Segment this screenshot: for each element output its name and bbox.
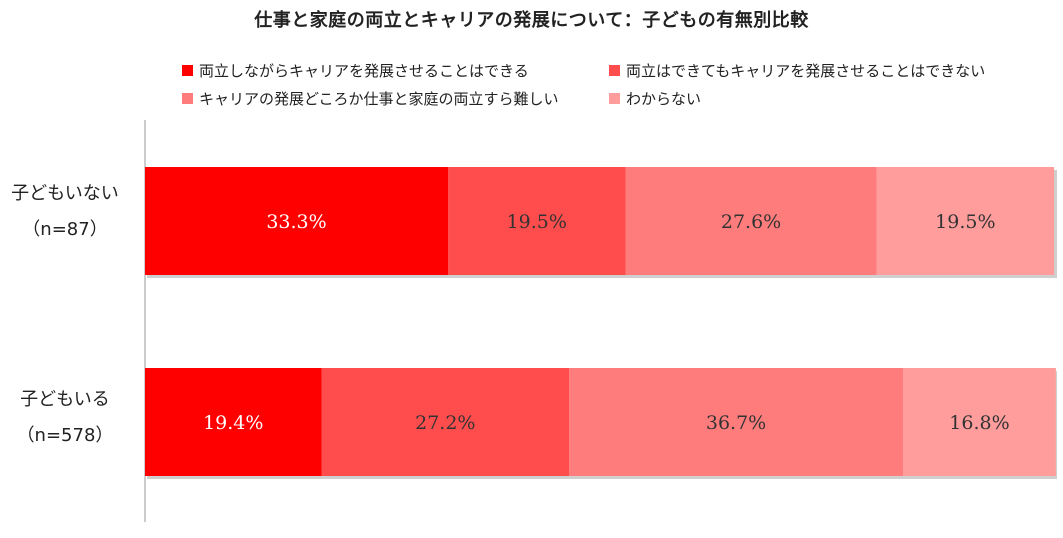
bar-segment-2-4 <box>903 368 1056 476</box>
data-label-2-1: 19.4% <box>203 412 263 434</box>
legend-item-4: わからない <box>609 88 701 109</box>
category-label-no-children-name: 子どもいない <box>11 183 119 204</box>
category-label-with-children-n: （n=578） <box>16 425 114 446</box>
bar-segment-1-1 <box>145 167 449 275</box>
category-label-with-children-name: 子どもいる <box>20 389 110 410</box>
legend-item-1: 両立しながらキャリアを発展させることはできる <box>182 60 529 81</box>
category-label-no-children-n: （n=87） <box>22 219 108 240</box>
bar-segment-2-1 <box>145 368 322 476</box>
legend-swatch-1 <box>182 65 193 76</box>
bar-segment-1-3 <box>625 167 877 275</box>
data-label-2-4: 16.8% <box>949 412 1009 434</box>
bar-segment-2-2 <box>321 368 570 476</box>
bar-segment-1-2 <box>448 167 626 275</box>
data-label-2-3: 36.7% <box>706 412 766 434</box>
data-label-1-3: 27.6% <box>721 211 781 233</box>
legend-item-2: 両立はできてもキャリアを発展させることはできない <box>609 60 985 81</box>
legend-swatch-4 <box>609 93 620 104</box>
chart-title: 仕事と家庭の両立とキャリアの発展について：子どもの有無別比較 <box>254 10 809 31</box>
legend-swatch-2 <box>609 65 620 76</box>
data-label-1-1: 33.3% <box>266 211 326 233</box>
legend-label-3: キャリアの発展どころか仕事と家庭の両立すら難しい <box>199 90 559 108</box>
legend-swatch-3 <box>182 93 193 104</box>
category-label-no-children: 子どもいない （n=87） <box>0 176 130 248</box>
bar-segment-1-4 <box>876 167 1055 275</box>
data-label-1-2: 19.5% <box>507 211 567 233</box>
legend-label-2: 両立はできてもキャリアを発展させることはできない <box>626 62 986 80</box>
category-label-with-children: 子どもいる （n=578） <box>0 382 130 454</box>
bar-segment-2-3 <box>569 368 904 476</box>
legend-label-1: 両立しながらキャリアを発展させることはできる <box>199 62 529 80</box>
legend-item-3: キャリアの発展どころか仕事と家庭の両立すら難しい <box>182 88 559 109</box>
data-label-1-4: 19.5% <box>935 211 995 233</box>
data-label-2-2: 27.2% <box>415 412 475 434</box>
legend-label-4: わからない <box>626 90 702 108</box>
